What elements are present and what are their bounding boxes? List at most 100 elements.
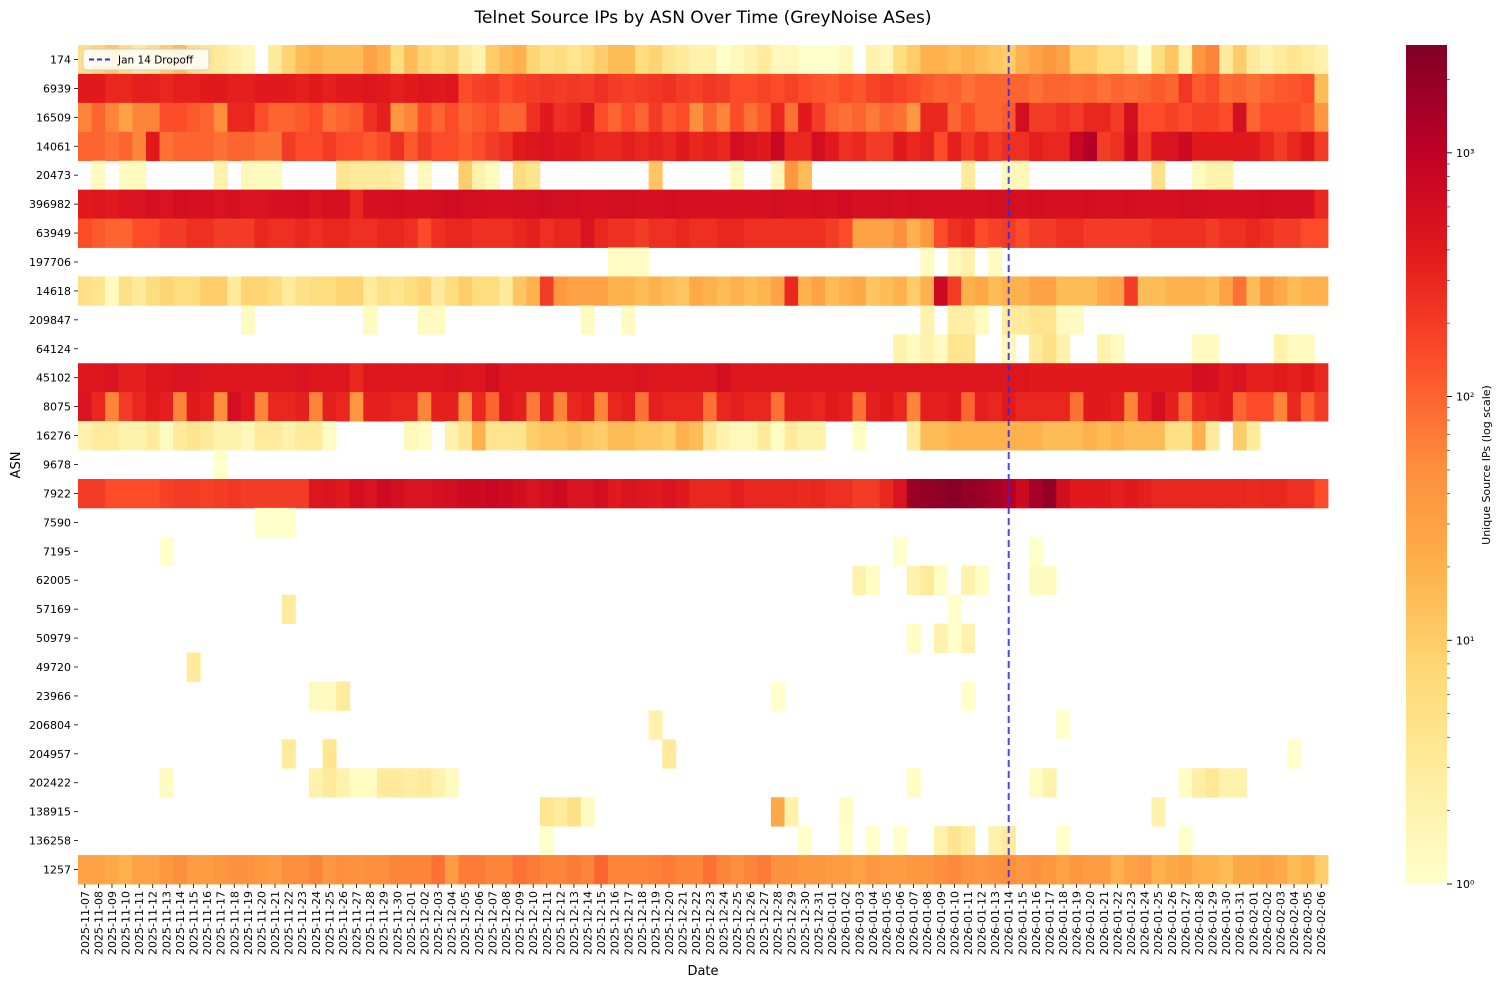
x-tick-label: 2026-02-02 <box>1261 891 1274 955</box>
heatmap-cell <box>838 392 853 422</box>
heatmap-cell <box>78 363 92 393</box>
heatmap-cell <box>988 392 1003 422</box>
heatmap-cell <box>1056 421 1071 451</box>
heatmap-cell <box>784 276 799 306</box>
heatmap-cell <box>1232 363 1247 393</box>
heatmap-cell <box>526 189 541 219</box>
heatmap-cell <box>78 73 92 104</box>
heatmap-cell <box>322 189 337 219</box>
heatmap-cell <box>1192 102 1207 133</box>
heatmap-cell <box>811 363 826 393</box>
heatmap-cell <box>580 276 595 306</box>
heatmap-cell <box>227 189 242 219</box>
heatmap-cell <box>268 392 283 422</box>
heatmap-cell <box>186 652 201 682</box>
heatmap-cell <box>363 160 378 191</box>
heatmap-cell <box>689 73 704 104</box>
heatmap-cell <box>213 478 228 509</box>
heatmap-cell <box>879 45 894 75</box>
heatmap-cell <box>349 392 364 422</box>
heatmap-cell <box>1151 276 1166 306</box>
heatmap-cell <box>553 131 568 162</box>
y-tick-label: 23966 <box>36 690 71 703</box>
heatmap-cell <box>757 276 772 306</box>
heatmap-cell <box>336 189 351 219</box>
heatmap-cell <box>743 363 758 393</box>
x-tick-label: 2026-01-17 <box>1043 891 1056 955</box>
heatmap-cell <box>893 218 908 248</box>
heatmap-cell <box>852 102 867 133</box>
heatmap-cell <box>472 421 487 451</box>
heatmap-cell <box>594 392 609 422</box>
heatmap-cell <box>431 276 446 306</box>
heatmap-cell <box>91 160 106 191</box>
heatmap-cell <box>268 189 283 219</box>
heatmap-cell <box>1137 131 1152 162</box>
heatmap-cell <box>241 218 256 248</box>
heatmap-cell <box>1273 45 1288 75</box>
heatmap-cell <box>349 855 364 885</box>
y-tick-label: 49720 <box>36 661 71 674</box>
heatmap-cell <box>838 826 853 856</box>
chart-title: Telnet Source IPs by ASN Over Time (Grey… <box>474 8 932 28</box>
heatmap-cell <box>91 392 106 422</box>
heatmap-cell <box>444 218 459 248</box>
heatmap-cell <box>703 392 717 422</box>
heatmap-cell <box>78 189 92 219</box>
heatmap-cell <box>376 768 391 798</box>
heatmap-cell <box>336 392 351 422</box>
heatmap-cell <box>1110 855 1125 885</box>
heatmap-cell <box>1219 855 1234 885</box>
heatmap-cell <box>1232 102 1247 133</box>
heatmap-cell <box>1083 102 1098 133</box>
heatmap-cell <box>254 421 269 451</box>
heatmap-cell <box>118 73 133 104</box>
heatmap-cell <box>730 131 745 162</box>
heatmap-cell <box>1314 478 1329 509</box>
heatmap-cell <box>200 392 215 422</box>
x-tick-label: 2026-02-03 <box>1274 891 1287 955</box>
x-tick-label: 2025-12-06 <box>473 891 486 955</box>
heatmap-cell <box>662 189 677 219</box>
heatmap-cell <box>1178 363 1193 393</box>
heatmap-cell <box>621 247 636 277</box>
heatmap-cell <box>675 45 690 75</box>
heatmap-cell <box>268 421 283 451</box>
heatmap-cell <box>825 189 840 219</box>
heatmap-cell <box>662 276 677 306</box>
heatmap-cell <box>1042 392 1057 422</box>
x-tick-label: 2025-12-09 <box>514 891 527 955</box>
heatmap-cell <box>132 855 147 885</box>
heatmap-cell <box>961 131 976 162</box>
heatmap-cell <box>417 363 432 393</box>
heatmap-cell <box>893 102 908 133</box>
heatmap-cell <box>703 189 717 219</box>
x-tick-label: 2025-12-16 <box>609 891 622 955</box>
heatmap-cell <box>770 276 785 306</box>
heatmap-cell <box>893 334 908 364</box>
heatmap-cell <box>974 421 989 451</box>
heatmap-cell <box>811 131 826 162</box>
heatmap-cell <box>1246 478 1261 509</box>
heatmap-cell <box>811 45 826 75</box>
heatmap-cell <box>1137 73 1152 104</box>
heatmap-cell <box>132 421 147 451</box>
heatmap-cell <box>1056 276 1071 306</box>
x-tick-label: 2025-11-12 <box>147 891 160 955</box>
heatmap-cell <box>390 768 405 798</box>
heatmap-cell <box>132 160 147 191</box>
heatmap-cell <box>1069 305 1084 335</box>
heatmap-cell <box>281 392 296 422</box>
heatmap-cell <box>1137 102 1152 133</box>
colorbar-label: Unique Source IPs (log scale) <box>1480 385 1493 545</box>
heatmap-cell <box>363 276 378 306</box>
heatmap-cell <box>1029 392 1044 422</box>
heatmap-cell <box>1151 797 1166 827</box>
heatmap-cell <box>281 507 296 538</box>
heatmap-cell <box>1097 363 1112 393</box>
heatmap-cell <box>567 421 582 451</box>
heatmap-cell <box>1205 855 1220 885</box>
heatmap-cell <box>254 160 269 191</box>
heatmap-cell <box>879 189 894 219</box>
heatmap-cell <box>1110 102 1125 133</box>
